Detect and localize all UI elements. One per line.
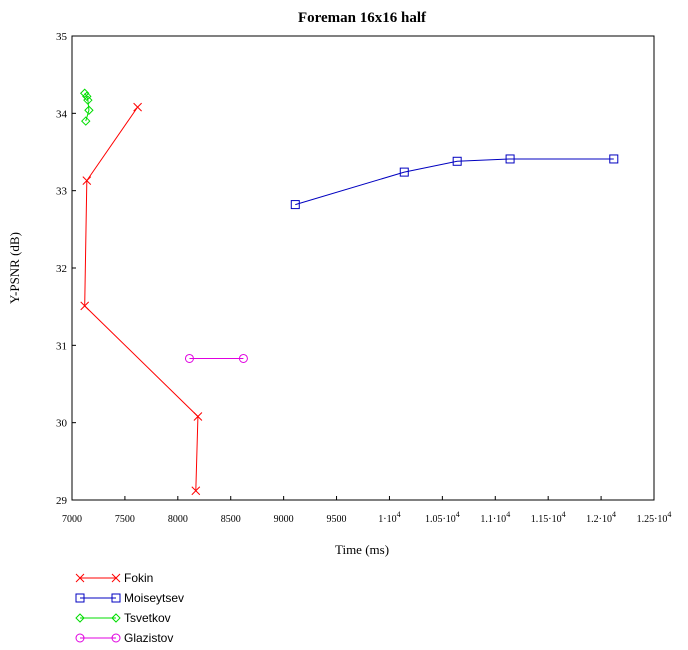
x-tick-label-exponent: 4 <box>612 510 616 519</box>
data-point-tsvetkov <box>82 91 92 102</box>
y-tick-label: 34 <box>56 108 68 120</box>
x-tick-label-exponent: 4 <box>506 510 510 519</box>
x-tick-label: 1.1·104 <box>480 510 510 525</box>
x-tick-label: 7000 <box>62 514 82 525</box>
data-point-moiseytsev <box>609 154 619 164</box>
legend-item-fokin: Fokin <box>75 571 153 585</box>
plot-frame <box>71 35 655 501</box>
data-point-fokin <box>80 301 90 311</box>
legend: Fokin Moiseytsev Tsvetkov Glazistov <box>75 571 184 645</box>
data-point-tsvetkov <box>79 88 90 98</box>
y-tick-label: 35 <box>56 31 68 43</box>
series-glazistov <box>184 353 248 363</box>
x-tick-label: 7500 <box>115 514 135 525</box>
x-tick-label: 9000 <box>274 514 294 525</box>
series-moiseytsev <box>290 154 619 210</box>
marker-stroke <box>191 486 201 496</box>
x-tick-label: 1·104 <box>378 510 400 525</box>
chart-title: Foreman 16x16 half <box>298 10 427 26</box>
legend-marker <box>75 633 85 643</box>
marker-stroke <box>193 412 203 421</box>
legend-marker <box>111 633 121 643</box>
x-axis: 7000 7500 8000 8500 9000 9500 1·104 1.05·104 1.1… <box>62 496 671 525</box>
legend-marker <box>111 593 121 603</box>
x-tick-label-base: 1·10 <box>378 514 396 525</box>
marker-stroke <box>82 176 92 185</box>
x-tick-label: 9500 <box>327 514 347 525</box>
y-tick-label: 32 <box>56 263 67 275</box>
x-tick-label-base: 9000 <box>274 514 294 525</box>
x-tick-label: 8500 <box>221 514 241 525</box>
x-tick-label: 1.2·104 <box>586 510 616 525</box>
data-point-fokin <box>133 102 142 112</box>
x-tick-label-base: 8000 <box>168 514 188 525</box>
marker-stroke <box>111 573 121 583</box>
x-tick-label-base: 7000 <box>62 514 82 525</box>
legend-item-tsvetkov: Tsvetkov <box>75 611 171 625</box>
legend-marker <box>111 573 121 583</box>
y-tick-label: 31 <box>56 340 67 352</box>
legend-marker <box>111 613 121 623</box>
x-tick-label-base: 1.2·10 <box>586 514 612 525</box>
data-point-tsvetkov <box>83 95 93 105</box>
data-point-fokin <box>193 412 203 421</box>
data-point-glazistov <box>184 353 194 363</box>
x-tick-label: 1.15·104 <box>531 510 566 525</box>
series-line-moiseytsev <box>295 158 614 206</box>
x-tick-label-base: 7500 <box>115 514 135 525</box>
series-line-fokin <box>84 106 199 491</box>
data-point-fokin <box>191 486 201 496</box>
series-layer <box>79 88 619 496</box>
data-point-tsvetkov <box>84 105 94 115</box>
data-point-moiseytsev <box>505 154 515 164</box>
x-tick-label-exponent: 4 <box>397 510 401 519</box>
y-axis-label: Y-PSNR (dB) <box>7 232 22 304</box>
data-point-glazistov <box>238 353 248 363</box>
legend-label: Glazistov <box>124 631 173 645</box>
series-tsvetkov <box>79 88 94 126</box>
x-tick-label-base: 1.1·10 <box>480 514 506 525</box>
marker-stroke <box>80 301 90 311</box>
data-point-tsvetkov <box>81 116 91 126</box>
x-tick-label-base: 1.25·10 <box>637 514 668 525</box>
marker-stroke <box>133 102 142 112</box>
x-tick-label-base: 1.05·10 <box>425 514 456 525</box>
legend-label: Fokin <box>124 571 153 585</box>
x-tick-label-exponent: 4 <box>667 510 671 519</box>
legend-label: Moiseytsev <box>124 591 184 605</box>
x-tick-label-base: 8500 <box>221 514 241 525</box>
x-tick-label: 1.05·104 <box>425 510 460 525</box>
legend-marker <box>75 613 85 623</box>
y-tick-label: 29 <box>56 495 68 507</box>
legend-marker <box>75 593 85 603</box>
data-point-moiseytsev <box>290 200 300 210</box>
x-tick-label-exponent: 4 <box>562 510 566 519</box>
y-tick-label: 33 <box>56 186 68 198</box>
x-tick-label: 1.25·104 <box>637 510 672 525</box>
x-tick-label: 8000 <box>168 514 188 525</box>
y-axis: 29 30 31 32 33 34 35 <box>56 31 76 507</box>
x-tick-label-exponent: 4 <box>456 510 460 519</box>
data-point-moiseytsev <box>452 156 462 166</box>
x-axis-label: Time (ms) <box>335 542 389 557</box>
x-tick-label-base: 9500 <box>327 514 347 525</box>
y-tick-label: 30 <box>56 418 68 430</box>
series-fokin <box>80 102 203 496</box>
legend-item-moiseytsev: Moiseytsev <box>75 591 184 605</box>
legend-item-glazistov: Glazistov <box>75 631 173 645</box>
x-tick-label-base: 1.15·10 <box>531 514 562 525</box>
legend-label: Tsvetkov <box>124 611 171 625</box>
data-point-moiseytsev <box>399 167 409 177</box>
legend-marker <box>75 573 85 583</box>
marker-stroke <box>75 573 85 583</box>
data-point-fokin <box>82 176 92 185</box>
